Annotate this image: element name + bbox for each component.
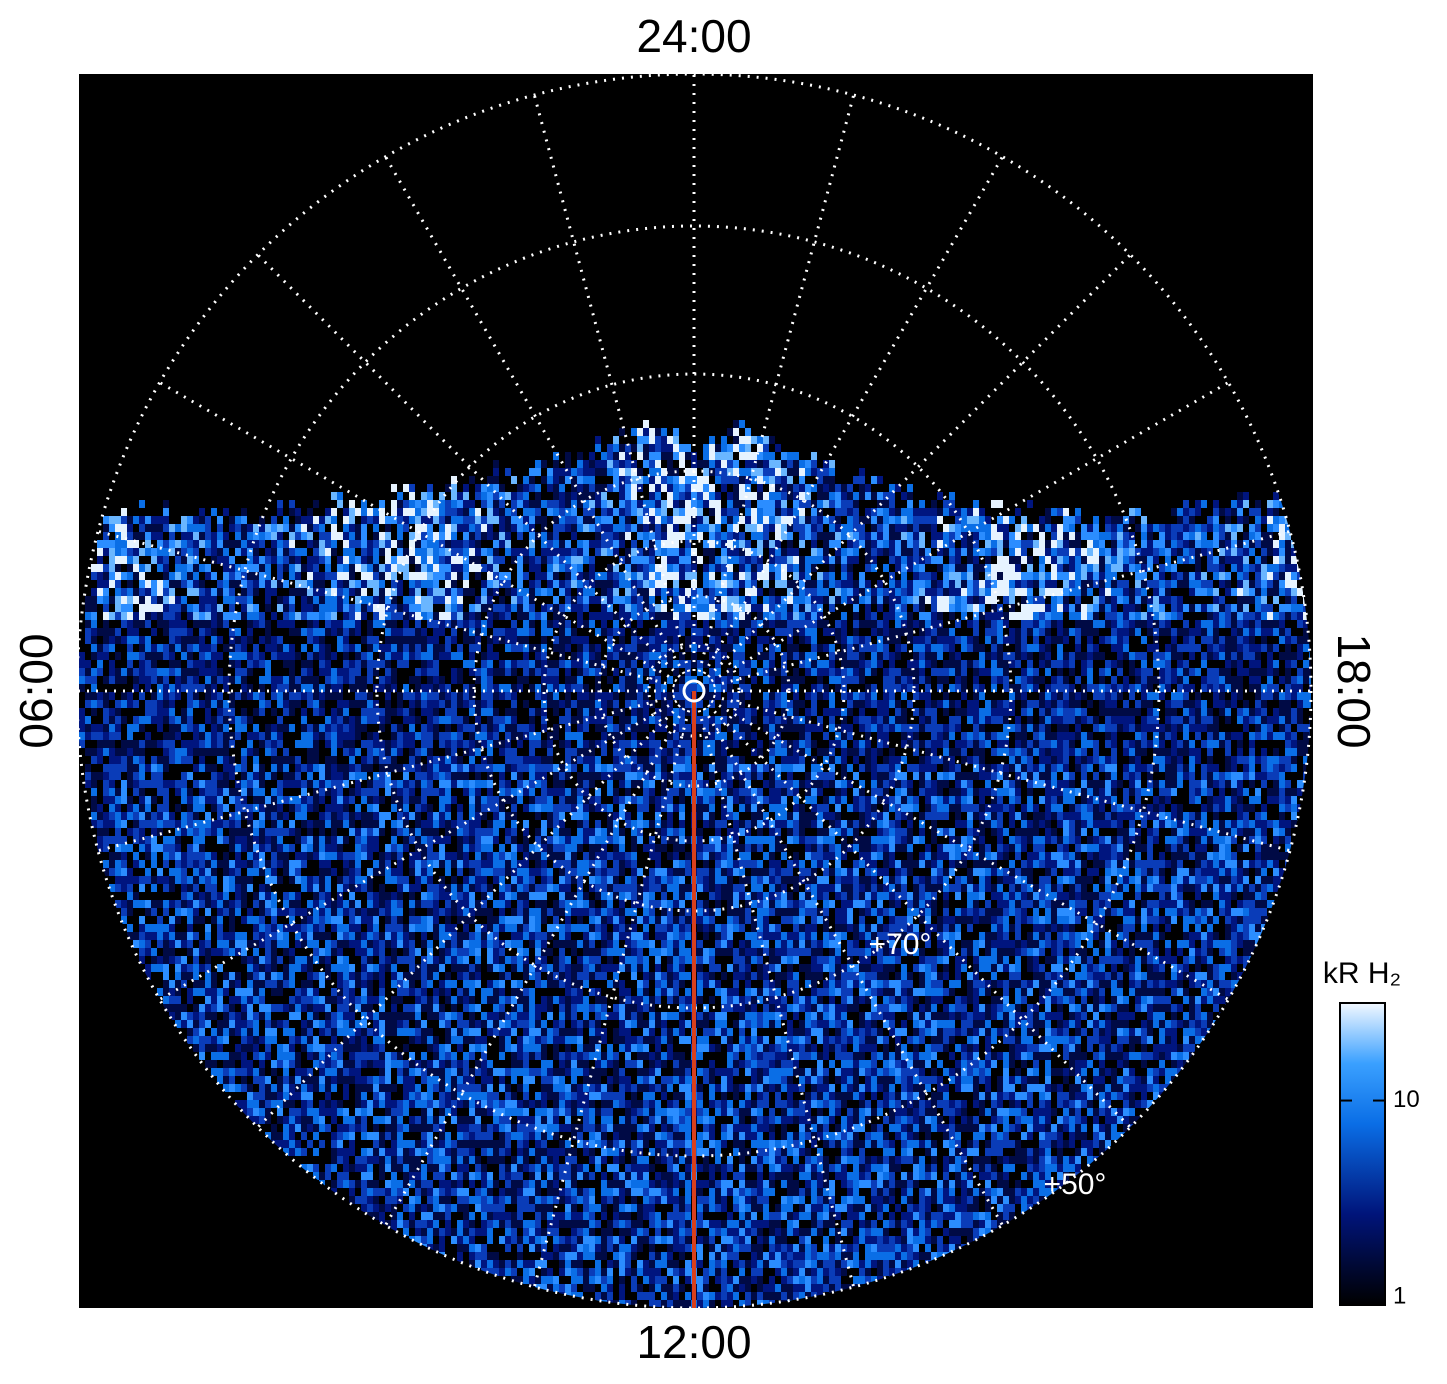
emission-cells [79, 436, 1311, 1308]
meridian [158, 699, 678, 1001]
emission-cells [91, 420, 1309, 620]
colorbar-title: kR H₂ [1323, 957, 1401, 990]
local-time-label: 24:00 [636, 10, 751, 62]
meridian [256, 253, 681, 678]
meridian [532, 709, 691, 1288]
latitude-circle [75, 72, 1313, 1310]
latitude-label: +70° [869, 928, 932, 961]
colorbar-tick-label: 10 [1393, 1086, 1420, 1113]
meridian [702, 155, 1004, 675]
meridian [707, 704, 1132, 1129]
emission-cells [79, 420, 1311, 1308]
meridian [97, 529, 676, 688]
meridian [712, 694, 1291, 853]
meridian [97, 694, 676, 853]
latitude-circle [647, 644, 741, 738]
meridian [697, 94, 856, 673]
colorbar-ticks: 1 10 [1340, 1086, 1420, 1309]
emission-cells [109, 436, 1297, 620]
latitude-circle [597, 594, 791, 788]
meridian [384, 155, 686, 675]
meridian [712, 529, 1291, 688]
local-time-label: 12:00 [636, 1316, 751, 1368]
colorbar [1339, 1002, 1386, 1306]
meridian [697, 709, 856, 1288]
meridian [710, 381, 1230, 683]
meridian [256, 704, 681, 1129]
meridian [707, 253, 1132, 678]
local-time-label: 06:00 [10, 633, 62, 748]
local-time-label: 18:00 [1328, 633, 1380, 748]
latitude-label: +50° [1044, 1168, 1107, 1201]
meridian [702, 707, 1004, 1227]
emission-image [79, 420, 1311, 1308]
colorbar-tick-label: 1 [1393, 1282, 1406, 1309]
meridian [710, 699, 1230, 1001]
meridian [158, 381, 678, 683]
pole-marker [682, 679, 706, 703]
meridian [532, 94, 691, 673]
meridian [384, 707, 686, 1227]
emission-cells [91, 428, 1303, 1308]
